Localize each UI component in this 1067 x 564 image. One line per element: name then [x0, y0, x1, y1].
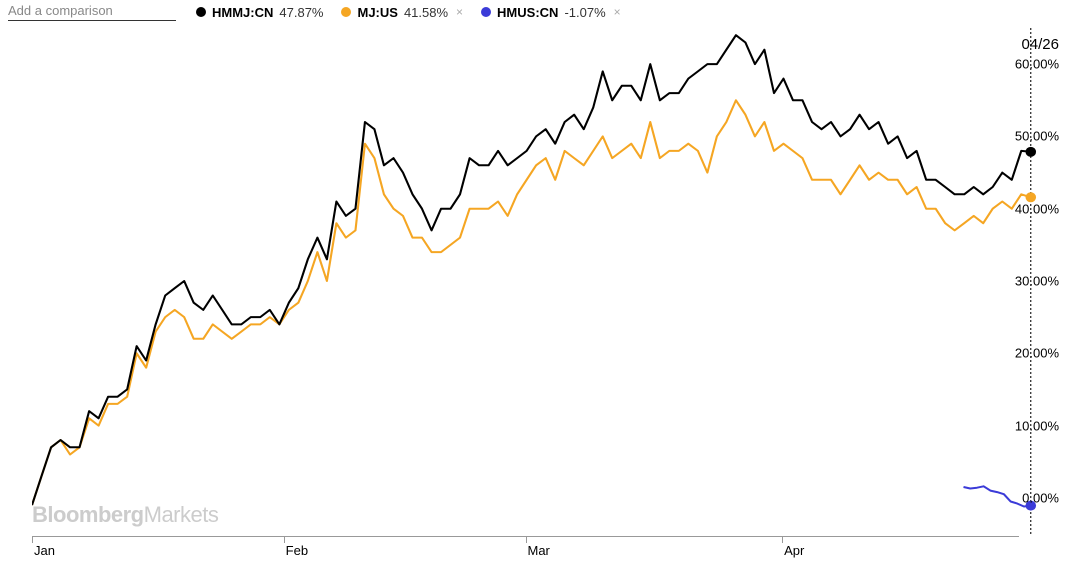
legend-value: 41.58%	[404, 5, 448, 20]
x-axis-label: Feb	[284, 543, 308, 558]
y-axis-label: 40.00%	[1015, 201, 1059, 216]
x-axis-label: Apr	[782, 543, 804, 558]
x-axis-label: Mar	[526, 543, 550, 558]
close-icon[interactable]: ×	[614, 5, 621, 19]
close-icon[interactable]: ×	[456, 5, 463, 19]
y-axis-label: 50.00%	[1015, 129, 1059, 144]
comparison-search[interactable]	[8, 3, 176, 21]
y-axis-label: 30.00%	[1015, 274, 1059, 289]
legend-item[interactable]: MJ:US 41.58% ×	[341, 5, 463, 20]
legend-ticker: HMMJ:CN	[212, 5, 273, 20]
series-end-marker	[1026, 147, 1037, 157]
y-axis-label: 10.00%	[1015, 418, 1059, 433]
legend-item[interactable]: HMMJ:CN 47.87%	[196, 5, 323, 20]
y-axis-label: 20.00%	[1015, 346, 1059, 361]
y-axis-label: 60.00%	[1015, 57, 1059, 72]
legend-ticker: HMUS:CN	[497, 5, 558, 20]
watermark: BloombergMarkets	[32, 502, 218, 528]
legend-dot	[196, 7, 206, 17]
legend-dot	[341, 7, 351, 17]
x-axis: Jan Feb Mar Apr	[32, 536, 1019, 564]
series-line	[32, 100, 1031, 505]
legend-value: 47.87%	[279, 5, 323, 20]
search-input[interactable]	[8, 3, 184, 18]
x-axis-label: Jan	[32, 543, 55, 558]
legend-value: -1.07%	[564, 5, 605, 20]
legend-item[interactable]: HMUS:CN -1.07% ×	[481, 5, 621, 20]
series-line	[32, 35, 1031, 505]
y-axis-label: 0.00%	[1022, 490, 1059, 505]
legend: HMMJ:CN 47.87% MJ:US 41.58% × HMUS:CN -1.07% ×	[196, 5, 621, 20]
legend-dot	[481, 7, 491, 17]
cursor-date-label: 04/26	[1021, 36, 1059, 53]
legend-ticker: MJ:US	[357, 5, 397, 20]
chart: 04/26 0.00% 10.00% 20.00% 30.00% 40.00% 50.00…	[32, 28, 1067, 534]
series-line	[964, 486, 1031, 506]
